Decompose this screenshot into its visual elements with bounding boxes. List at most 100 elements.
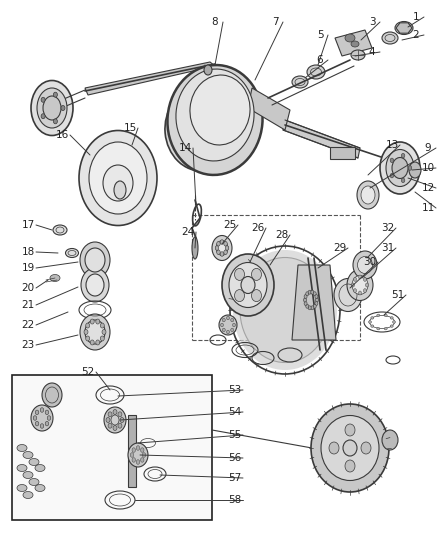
Ellipse shape <box>371 325 374 327</box>
Ellipse shape <box>353 251 377 279</box>
Ellipse shape <box>251 269 261 280</box>
Ellipse shape <box>347 270 373 301</box>
Ellipse shape <box>353 289 357 293</box>
Ellipse shape <box>80 314 110 350</box>
Ellipse shape <box>37 88 67 128</box>
Ellipse shape <box>240 257 330 362</box>
Ellipse shape <box>50 274 60 281</box>
Ellipse shape <box>390 317 393 319</box>
Polygon shape <box>335 30 372 56</box>
Ellipse shape <box>233 323 236 327</box>
Text: 16: 16 <box>55 130 69 140</box>
Ellipse shape <box>136 446 140 450</box>
Ellipse shape <box>167 65 262 175</box>
Ellipse shape <box>234 289 244 302</box>
Ellipse shape <box>215 246 219 251</box>
Ellipse shape <box>130 453 134 457</box>
Ellipse shape <box>53 92 57 97</box>
Polygon shape <box>248 88 290 130</box>
Ellipse shape <box>401 154 405 158</box>
Ellipse shape <box>380 142 420 194</box>
Ellipse shape <box>241 277 255 294</box>
Text: 31: 31 <box>381 243 395 253</box>
Ellipse shape <box>23 472 33 479</box>
Ellipse shape <box>132 448 135 453</box>
Ellipse shape <box>351 41 359 47</box>
Ellipse shape <box>216 240 228 255</box>
Ellipse shape <box>222 318 225 322</box>
Text: 4: 4 <box>369 47 375 57</box>
Text: 55: 55 <box>228 430 242 440</box>
Polygon shape <box>283 120 360 158</box>
Ellipse shape <box>220 252 224 256</box>
Ellipse shape <box>31 80 73 135</box>
Ellipse shape <box>66 248 78 257</box>
Ellipse shape <box>96 340 100 345</box>
Ellipse shape <box>103 165 133 201</box>
Ellipse shape <box>90 319 94 324</box>
Ellipse shape <box>233 250 337 370</box>
Polygon shape <box>85 62 215 95</box>
Polygon shape <box>292 265 336 340</box>
Ellipse shape <box>41 97 45 102</box>
Text: 57: 57 <box>228 473 242 483</box>
Ellipse shape <box>136 460 140 464</box>
Ellipse shape <box>165 89 235 171</box>
Ellipse shape <box>352 283 354 287</box>
Text: 19: 19 <box>21 263 35 273</box>
Text: 8: 8 <box>212 17 218 27</box>
Ellipse shape <box>377 327 380 330</box>
Ellipse shape <box>204 65 212 75</box>
Ellipse shape <box>308 306 311 310</box>
Ellipse shape <box>141 458 144 462</box>
Ellipse shape <box>212 236 232 261</box>
Ellipse shape <box>401 178 405 183</box>
Ellipse shape <box>220 323 223 327</box>
Ellipse shape <box>222 328 225 332</box>
Ellipse shape <box>108 412 112 417</box>
Ellipse shape <box>85 248 105 272</box>
Text: 22: 22 <box>21 320 35 330</box>
Text: 51: 51 <box>392 290 405 300</box>
Ellipse shape <box>17 464 27 472</box>
Ellipse shape <box>313 292 316 296</box>
Ellipse shape <box>102 329 106 335</box>
Ellipse shape <box>220 240 224 244</box>
Ellipse shape <box>41 114 45 119</box>
Text: 56: 56 <box>228 453 242 463</box>
Text: 15: 15 <box>124 123 137 133</box>
Ellipse shape <box>365 283 368 287</box>
Text: 29: 29 <box>333 243 346 253</box>
Ellipse shape <box>229 262 267 308</box>
Text: 32: 32 <box>381 223 395 233</box>
Ellipse shape <box>33 416 37 420</box>
Ellipse shape <box>80 242 110 278</box>
Ellipse shape <box>311 404 389 492</box>
Ellipse shape <box>352 276 368 295</box>
Ellipse shape <box>86 336 90 341</box>
Text: 20: 20 <box>21 283 35 293</box>
Ellipse shape <box>304 295 307 298</box>
Ellipse shape <box>231 318 234 322</box>
Ellipse shape <box>90 340 94 345</box>
Ellipse shape <box>392 321 396 323</box>
Ellipse shape <box>96 319 100 324</box>
Ellipse shape <box>308 290 311 294</box>
Text: 11: 11 <box>421 203 434 213</box>
Ellipse shape <box>358 291 361 295</box>
Ellipse shape <box>190 75 250 145</box>
Ellipse shape <box>225 246 229 251</box>
Ellipse shape <box>357 181 379 209</box>
Ellipse shape <box>304 298 307 302</box>
Ellipse shape <box>111 415 119 425</box>
Ellipse shape <box>61 106 65 110</box>
Text: 1: 1 <box>413 12 419 22</box>
Text: 21: 21 <box>21 300 35 310</box>
Text: 7: 7 <box>272 17 278 27</box>
Ellipse shape <box>53 119 57 124</box>
Ellipse shape <box>329 442 339 454</box>
Ellipse shape <box>192 237 198 259</box>
Ellipse shape <box>17 484 27 491</box>
Ellipse shape <box>390 173 394 178</box>
Ellipse shape <box>368 321 371 323</box>
